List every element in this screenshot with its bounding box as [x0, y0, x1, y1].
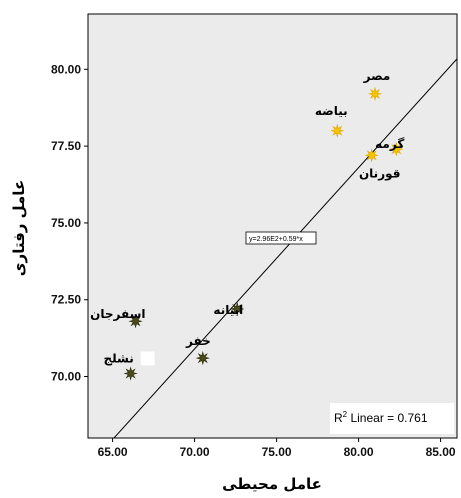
x-axis-label: عامل محیطی [222, 475, 322, 493]
y-tick-label: 77.50 [51, 139, 81, 153]
y-tick-label: 70.00 [51, 370, 81, 384]
plot-area [87, 13, 458, 439]
y-axis-label: عامل رفتاری [10, 180, 28, 276]
svg-text:R2 Linear = 0.761: R2 Linear = 0.761 [334, 410, 428, 425]
data-point [123, 366, 138, 381]
y-tick-label: 72.50 [51, 293, 81, 307]
r2-value: Linear = 0.761 [350, 411, 427, 425]
y-axis-ticks: 70.00 72.50 75.00 77.50 80.00 [51, 62, 88, 384]
data-point [364, 148, 379, 163]
point-label: خفر [185, 334, 211, 348]
data-point [389, 142, 404, 157]
r2-superscript: 2 [343, 410, 348, 419]
x-tick-label: 65.00 [98, 445, 128, 459]
point-label: گرمه [375, 137, 404, 151]
equation-box: y=2.96E2+0.59*x [245, 231, 317, 245]
point-label: ابیانه [213, 303, 243, 317]
r2-legend: R2 Linear = 0.761 [330, 403, 454, 434]
data-point [330, 123, 345, 138]
x-axis-ticks: 65.00 70.00 75.00 80.00 85.00 [98, 438, 456, 459]
data-points: مصر بیاضه گرمه قورنان ابیانه اسفرجان خفر نشلج [90, 69, 404, 381]
point-label: مصر [363, 69, 391, 83]
data-point [128, 314, 143, 329]
r2-prefix: R [334, 411, 343, 425]
x-tick-label: 85.00 [426, 445, 456, 459]
x-tick-label: 80.00 [344, 445, 374, 459]
y-tick-label: 75.00 [51, 216, 81, 230]
y-tick-label: 80.00 [51, 62, 81, 76]
data-point [367, 86, 383, 102]
x-tick-label: 75.00 [262, 445, 292, 459]
point-label: نشلج [104, 351, 134, 365]
point-label: قورنان [359, 166, 401, 181]
regression-line [113, 58, 457, 438]
data-point [195, 350, 210, 366]
point-label: اسفرجان [90, 307, 145, 321]
label-mask [140, 351, 155, 366]
data-point [230, 301, 245, 317]
x-tick-label: 70.00 [180, 445, 210, 459]
point-label: بیاضه [315, 104, 348, 118]
equation-label: y=2.96E2+0.59*x [249, 236, 303, 243]
